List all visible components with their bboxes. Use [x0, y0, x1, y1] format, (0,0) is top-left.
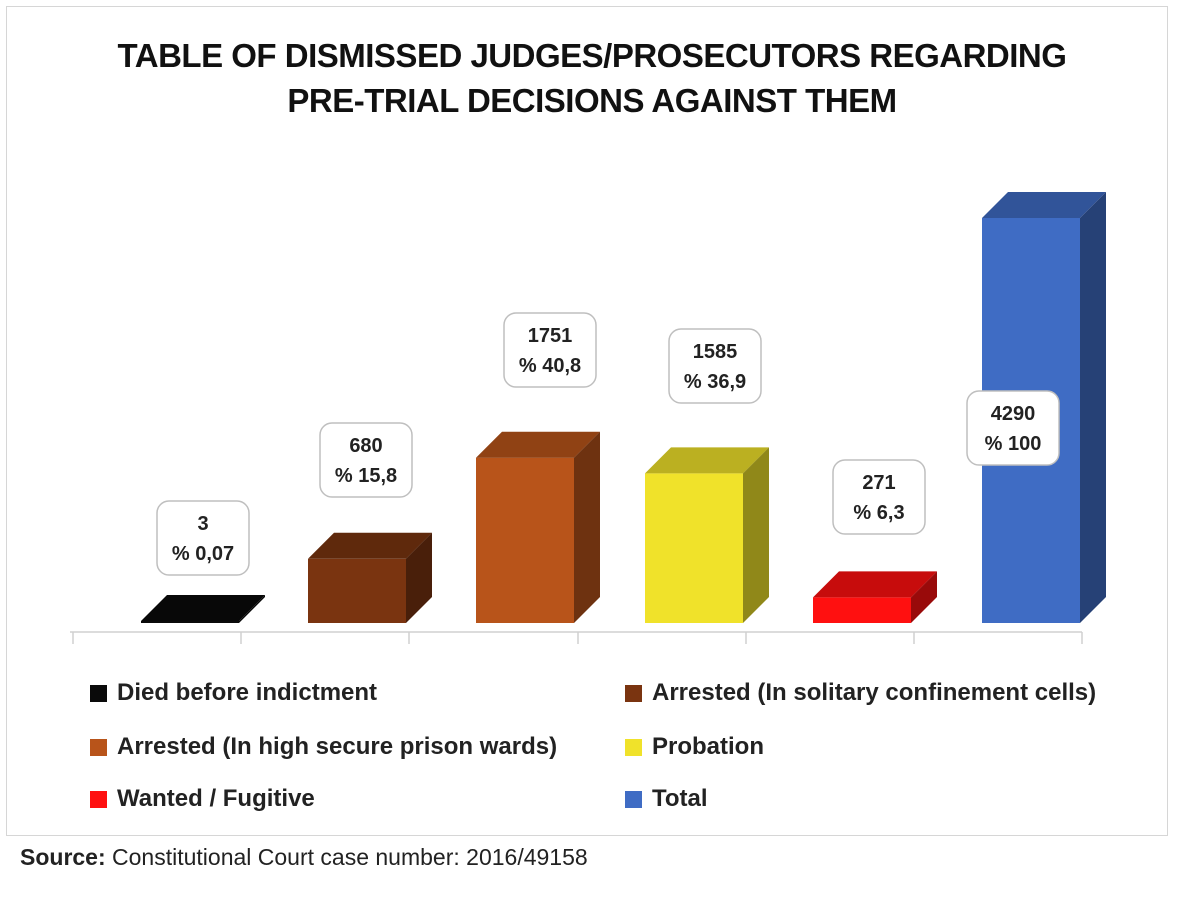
bar-front-died — [141, 621, 239, 623]
legend-item-probation: Probation — [625, 732, 764, 762]
data-label-value-high-secure: 1751 — [528, 325, 573, 347]
legend-label-probation: Probation — [652, 733, 764, 760]
data-label-box-high-secure — [503, 312, 597, 388]
legend-item-high-secure: Arrested (In high secure prison wards) — [90, 732, 557, 762]
chart-title-line-1: TABLE OF DISMISSED JUDGES/PROSECUTORS RE… — [117, 37, 1067, 74]
legend-label-fugitive: Wanted / Fugitive — [117, 785, 315, 812]
legend-swatch-fugitive — [90, 790, 107, 808]
data-label-box-total — [966, 390, 1060, 466]
bar-front-high-secure — [476, 457, 574, 623]
legend-swatch-high-secure — [90, 738, 107, 756]
data-label-value-total: 4290 — [991, 403, 1036, 425]
legend-label-solitary: Arrested (In solitary confinement cells) — [652, 679, 1097, 706]
data-label-box-died — [156, 500, 250, 576]
data-label-percent-total: % 100 — [985, 433, 1042, 455]
legend-swatch-total — [625, 790, 642, 808]
source-text: Constitutional Court case number: 2016/4… — [112, 844, 588, 870]
data-label-percent-solitary: % 15,8 — [335, 465, 397, 487]
bar-side-probation — [743, 447, 769, 623]
data-label-box-fugitive — [832, 459, 926, 535]
data-label-percent-high-secure: % 40,8 — [519, 355, 581, 377]
data-label-value-solitary: 680 — [349, 435, 382, 457]
legend-swatch-died — [90, 684, 107, 702]
bar-top-total — [982, 192, 1106, 218]
bar-front-solitary — [308, 558, 406, 623]
legend-item-fugitive: Wanted / Fugitive — [90, 784, 315, 814]
data-label-percent-fugitive: % 6,3 — [853, 502, 904, 524]
bar-top-fugitive — [813, 571, 937, 598]
chart-title-line-2: PRE-TRIAL DECISIONS AGAINST THEM — [287, 82, 897, 119]
bar-front-fugitive — [813, 597, 911, 623]
legend-item-died: Died before indictment — [90, 678, 377, 708]
bar-side-solitary — [406, 532, 432, 623]
data-label-value-died: 3 — [197, 513, 208, 535]
legend-label-total: Total — [652, 785, 708, 812]
bar-side-high-secure — [574, 431, 600, 623]
bar-top-high-secure — [476, 431, 600, 458]
data-label-box-solitary — [319, 422, 413, 498]
legend-item-total: Total — [625, 784, 708, 814]
data-label-box-probation — [668, 328, 762, 404]
data-label-percent-probation: % 36,9 — [684, 371, 746, 393]
bar-side-fugitive — [911, 571, 937, 623]
bar-side-total — [1080, 192, 1106, 623]
data-label-value-probation: 1585 — [693, 341, 738, 363]
source-label: Source: — [20, 844, 106, 870]
chart-title: TABLE OF DISMISSED JUDGES/PROSECUTORS RE… — [47, 33, 1137, 123]
legend-label-high-secure: Arrested (In high secure prison wards) — [117, 733, 558, 760]
data-label-percent-died: % 0,07 — [172, 543, 234, 565]
bar-front-probation — [645, 473, 743, 623]
bar-top-probation — [645, 447, 769, 474]
bar-top-died — [141, 595, 265, 621]
legend-item-solitary: Arrested (In solitary confinement cells) — [625, 678, 1096, 708]
bar-side-died — [239, 595, 265, 623]
legend-swatch-solitary — [625, 684, 642, 702]
bar-top-solitary — [308, 532, 432, 559]
legend-swatch-probation — [625, 738, 642, 756]
source-line: Source: Constitutional Court case number… — [20, 844, 588, 871]
data-label-value-fugitive: 271 — [862, 472, 895, 494]
legend-label-died: Died before indictment — [117, 679, 378, 706]
